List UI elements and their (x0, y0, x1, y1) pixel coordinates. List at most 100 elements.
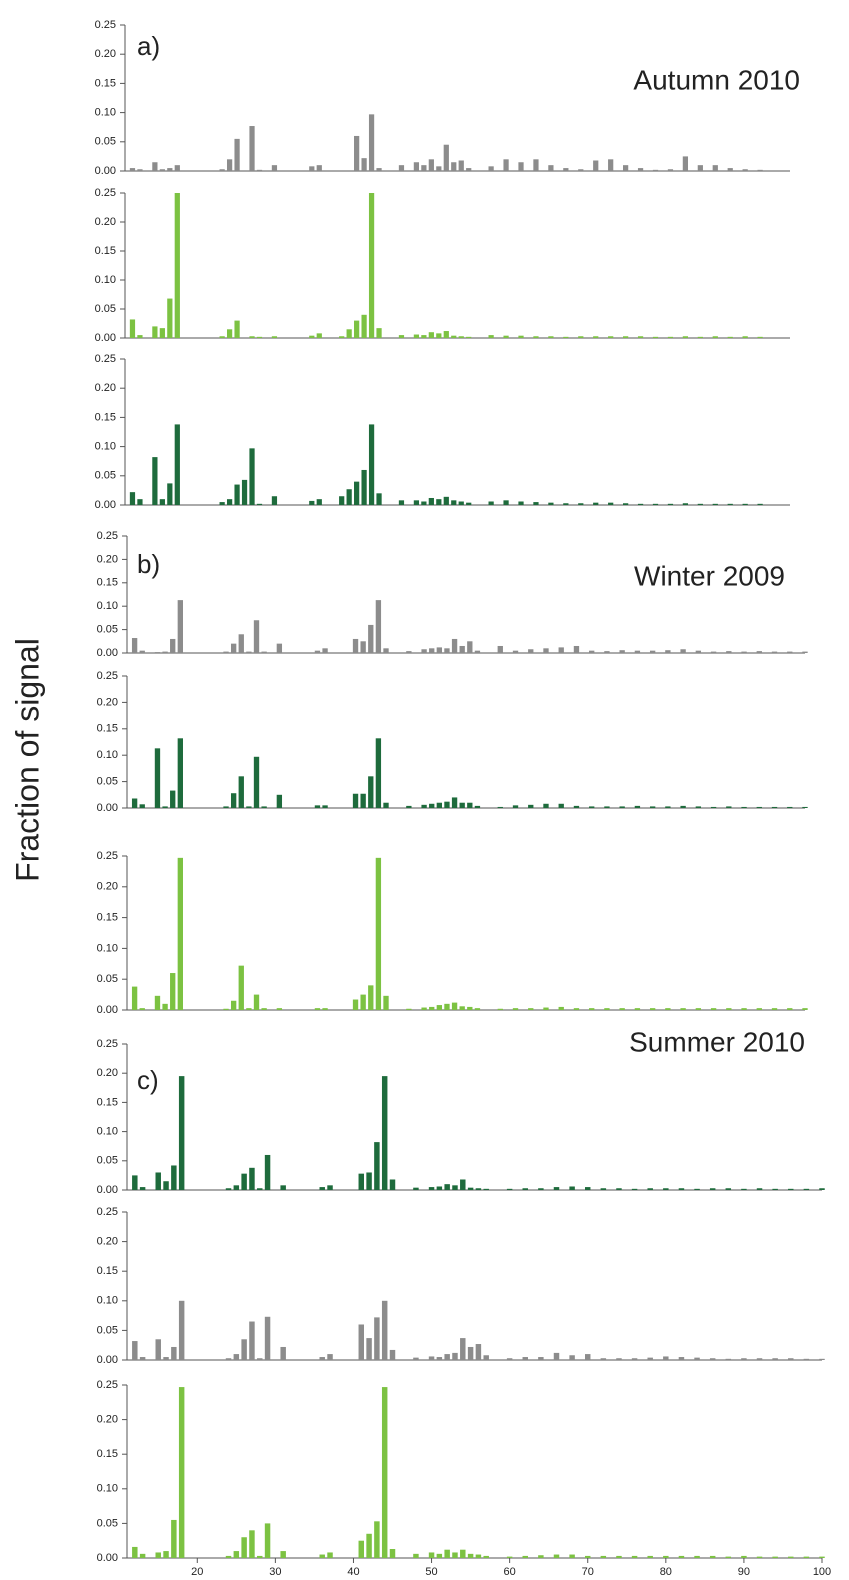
bar (709, 1358, 716, 1360)
bar (488, 501, 494, 505)
bar (787, 1008, 793, 1010)
bar (177, 738, 183, 808)
bar (466, 168, 472, 171)
bar (475, 1344, 482, 1360)
y-tick-label: 0.15 (95, 411, 116, 423)
bar (589, 1008, 595, 1010)
bar (361, 314, 367, 338)
bar (452, 1185, 458, 1190)
bar (678, 1357, 685, 1360)
bar (619, 650, 625, 653)
y-tick-label: 0.20 (95, 48, 116, 60)
bar (466, 502, 472, 505)
bar (563, 503, 569, 505)
panel-title: Winter 2009 (634, 560, 785, 591)
bar (483, 1355, 489, 1360)
bar (374, 1142, 380, 1190)
y-tick-label: 0.05 (97, 1155, 118, 1167)
bar (428, 159, 434, 171)
bar (712, 336, 718, 338)
bar (608, 502, 614, 505)
bar (428, 1552, 435, 1558)
bar (726, 1008, 732, 1010)
bar (280, 1551, 286, 1558)
bar (819, 1556, 825, 1558)
bar (413, 334, 420, 338)
bar (139, 1357, 146, 1360)
bar (788, 1556, 794, 1558)
y-tick-label: 0.20 (97, 1236, 118, 1248)
bar (518, 501, 524, 505)
bar (604, 806, 610, 808)
bar (163, 1551, 169, 1558)
bar (757, 336, 763, 338)
bar (366, 1172, 372, 1190)
bar (280, 1185, 286, 1190)
x-tick-label: 80 (660, 1566, 672, 1575)
bar (354, 481, 360, 505)
bar (757, 169, 763, 171)
y-tick-label: 0.10 (97, 749, 118, 761)
bar (354, 135, 360, 171)
bar (663, 1356, 669, 1360)
bar (497, 1008, 503, 1010)
bar (226, 159, 233, 171)
bar (131, 638, 138, 653)
bar (663, 1555, 669, 1558)
bar (451, 500, 457, 505)
bar (383, 648, 389, 653)
bar (665, 650, 671, 653)
bar (522, 1357, 528, 1360)
bar (604, 1008, 610, 1010)
bar (413, 1357, 419, 1360)
bar (375, 600, 382, 653)
bar (368, 776, 374, 808)
bar (667, 336, 674, 338)
bar (170, 973, 176, 1010)
bar (152, 326, 158, 338)
bar (727, 168, 733, 171)
bar (436, 1186, 443, 1190)
bar (219, 502, 225, 505)
bar (443, 496, 449, 505)
bar (421, 335, 427, 338)
bar (171, 1519, 177, 1558)
bar (512, 805, 519, 808)
bar (726, 651, 732, 653)
bar (368, 985, 374, 1010)
bar (695, 1008, 702, 1010)
bar (444, 1354, 450, 1360)
bar (368, 193, 375, 338)
bar (522, 1555, 528, 1558)
bar (129, 492, 136, 505)
bar (558, 803, 564, 808)
bar (533, 159, 539, 171)
bar (474, 650, 481, 653)
bar (553, 1554, 560, 1558)
bar (506, 1188, 513, 1190)
x-tick-label: 90 (738, 1566, 750, 1575)
bar (725, 1556, 732, 1558)
bar (467, 1187, 474, 1190)
bar (413, 500, 420, 505)
bar (682, 336, 689, 338)
bar (694, 1555, 700, 1558)
bar (538, 1555, 544, 1558)
y-tick-label: 0.10 (95, 441, 116, 453)
bar (543, 648, 549, 653)
bar (316, 499, 322, 505)
bar (497, 806, 503, 808)
bar (616, 1555, 622, 1558)
bar (436, 333, 442, 338)
bar (178, 1387, 185, 1558)
bar (444, 1184, 450, 1190)
bar (451, 638, 458, 653)
bar (652, 503, 659, 505)
bar (358, 1173, 365, 1190)
bar (358, 1324, 365, 1360)
bar (460, 1338, 466, 1360)
bar (710, 1008, 717, 1010)
bar (155, 1172, 161, 1190)
bar (553, 1187, 560, 1190)
bar (436, 1553, 443, 1558)
